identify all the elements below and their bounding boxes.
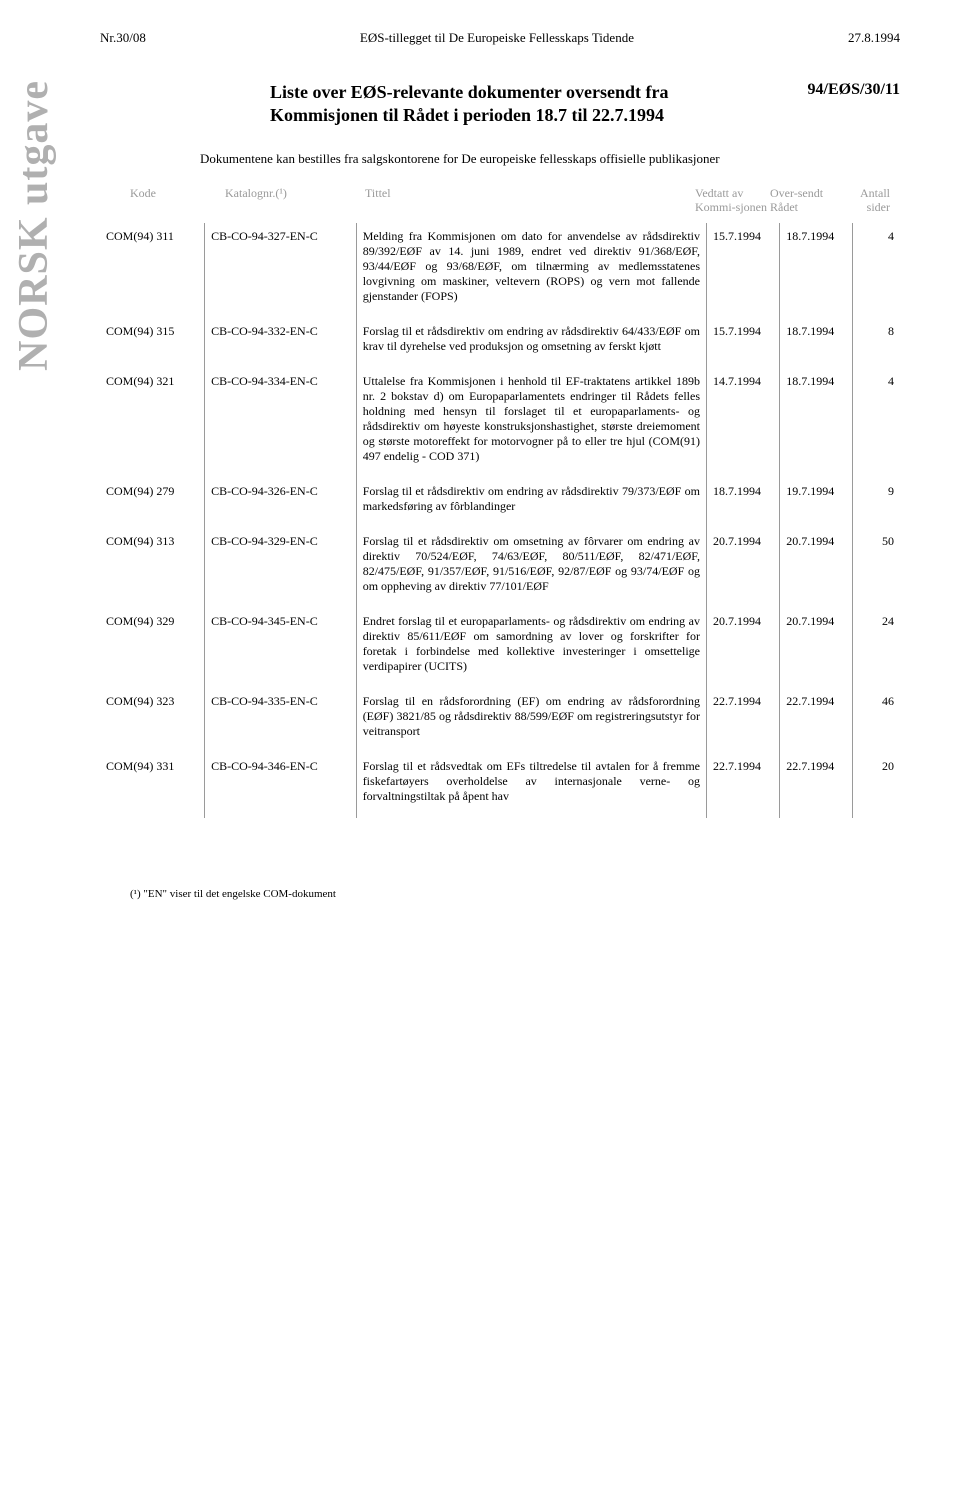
table-row: COM(94) 315CB-CO-94-332-EN-CForslag til … bbox=[100, 318, 900, 368]
table-row: COM(94) 313CB-CO-94-329-EN-CForslag til … bbox=[100, 528, 900, 608]
cell-pages: 20 bbox=[853, 753, 900, 818]
cell-pages: 50 bbox=[853, 528, 900, 608]
cell-oversendt: 22.7.1994 bbox=[780, 688, 853, 753]
title-line-2: Kommisjonen til Rådet i perioden 18.7 ti… bbox=[270, 105, 664, 125]
col-katalognr: Katalognr.(¹) bbox=[225, 187, 365, 215]
cell-katalognr: CB-CO-94-345-EN-C bbox=[205, 608, 357, 688]
cell-katalognr: CB-CO-94-334-EN-C bbox=[205, 368, 357, 478]
cell-tittel: Melding fra Kommisjonen om dato for anve… bbox=[356, 223, 706, 318]
cell-pages: 4 bbox=[853, 368, 900, 478]
cell-oversendt: 20.7.1994 bbox=[780, 608, 853, 688]
cell-tittel: Forslag til et rådsdirektiv om omsetning… bbox=[356, 528, 706, 608]
table-row: COM(94) 329CB-CO-94-345-EN-CEndret forsl… bbox=[100, 608, 900, 688]
table-row: COM(94) 331CB-CO-94-346-EN-CForslag til … bbox=[100, 753, 900, 818]
cell-oversendt: 18.7.1994 bbox=[780, 318, 853, 368]
footnote: (¹) "EN" viser til det engelske COM-doku… bbox=[100, 888, 900, 900]
cell-kode: COM(94) 311 bbox=[100, 223, 205, 318]
cell-kode: COM(94) 279 bbox=[100, 478, 205, 528]
title-block: 94/EØS/30/11 Liste over EØS-relevante do… bbox=[100, 81, 900, 126]
cell-kode: COM(94) 329 bbox=[100, 608, 205, 688]
cell-tittel: Forslag til et rådsdirektiv om endring a… bbox=[356, 478, 706, 528]
title-line-1: Liste over EØS-relevante dokumenter over… bbox=[270, 82, 668, 102]
col-antall: Antall sider bbox=[840, 187, 890, 215]
cell-vedtatt: 15.7.1994 bbox=[707, 318, 780, 368]
table-row: COM(94) 321CB-CO-94-334-EN-CUttalelse fr… bbox=[100, 368, 900, 478]
cell-vedtatt: 20.7.1994 bbox=[707, 528, 780, 608]
col-vedtatt: Vedtatt av Kommi-sjonen bbox=[695, 187, 770, 215]
table-row: COM(94) 311CB-CO-94-327-EN-CMelding fra … bbox=[100, 223, 900, 318]
header-center: EØS-tillegget til De Europeiske Fellessk… bbox=[360, 30, 634, 46]
cell-vedtatt: 22.7.1994 bbox=[707, 688, 780, 753]
cell-pages: 4 bbox=[853, 223, 900, 318]
cell-tittel: Forslag til et rådsdirektiv om endring a… bbox=[356, 318, 706, 368]
doc-ref: 94/EØS/30/11 bbox=[808, 81, 900, 99]
cell-katalognr: CB-CO-94-327-EN-C bbox=[205, 223, 357, 318]
cell-vedtatt: 22.7.1994 bbox=[707, 753, 780, 818]
cell-katalognr: CB-CO-94-332-EN-C bbox=[205, 318, 357, 368]
cell-oversendt: 18.7.1994 bbox=[780, 223, 853, 318]
cell-katalognr: CB-CO-94-326-EN-C bbox=[205, 478, 357, 528]
cell-tittel: Forslag til en rådsforordning (EF) om en… bbox=[356, 688, 706, 753]
table-row: COM(94) 279CB-CO-94-326-EN-CForslag til … bbox=[100, 478, 900, 528]
cell-vedtatt: 20.7.1994 bbox=[707, 608, 780, 688]
col-oversendt: Over-sendt Rådet bbox=[770, 187, 840, 215]
documents-table: COM(94) 311CB-CO-94-327-EN-CMelding fra … bbox=[100, 223, 900, 818]
cell-oversendt: 20.7.1994 bbox=[780, 528, 853, 608]
cell-tittel: Endret forslag til et europaparlaments- … bbox=[356, 608, 706, 688]
page-title: Liste over EØS-relevante dokumenter over… bbox=[270, 81, 668, 126]
cell-tittel: Uttalelse fra Kommisjonen i henhold til … bbox=[356, 368, 706, 478]
cell-katalognr: CB-CO-94-346-EN-C bbox=[205, 753, 357, 818]
cell-pages: 8 bbox=[853, 318, 900, 368]
cell-kode: COM(94) 331 bbox=[100, 753, 205, 818]
cell-kode: COM(94) 321 bbox=[100, 368, 205, 478]
cell-oversendt: 18.7.1994 bbox=[780, 368, 853, 478]
header-left: Nr.30/08 bbox=[100, 30, 146, 46]
cell-vedtatt: 18.7.1994 bbox=[707, 478, 780, 528]
cell-kode: COM(94) 313 bbox=[100, 528, 205, 608]
col-tittel: Tittel bbox=[365, 187, 695, 215]
table-row: COM(94) 323CB-CO-94-335-EN-CForslag til … bbox=[100, 688, 900, 753]
column-headers: Kode Katalognr.(¹) Tittel Vedtatt av Kom… bbox=[100, 187, 900, 215]
cell-tittel: Forslag til et rådsvedtak om EFs tiltred… bbox=[356, 753, 706, 818]
intro-text: Dokumentene kan bestilles fra salgskonto… bbox=[100, 151, 900, 167]
page-header: Nr.30/08 EØS-tillegget til De Europeiske… bbox=[100, 30, 900, 46]
cell-katalognr: CB-CO-94-335-EN-C bbox=[205, 688, 357, 753]
cell-oversendt: 19.7.1994 bbox=[780, 478, 853, 528]
cell-oversendt: 22.7.1994 bbox=[780, 753, 853, 818]
header-right: 27.8.1994 bbox=[848, 30, 900, 46]
cell-vedtatt: 15.7.1994 bbox=[707, 223, 780, 318]
cell-vedtatt: 14.7.1994 bbox=[707, 368, 780, 478]
cell-pages: 9 bbox=[853, 478, 900, 528]
vertical-label: NORSK utgave bbox=[10, 80, 58, 371]
cell-katalognr: CB-CO-94-329-EN-C bbox=[205, 528, 357, 608]
cell-kode: COM(94) 315 bbox=[100, 318, 205, 368]
cell-pages: 46 bbox=[853, 688, 900, 753]
col-kode: Kode bbox=[130, 187, 225, 215]
cell-kode: COM(94) 323 bbox=[100, 688, 205, 753]
cell-pages: 24 bbox=[853, 608, 900, 688]
